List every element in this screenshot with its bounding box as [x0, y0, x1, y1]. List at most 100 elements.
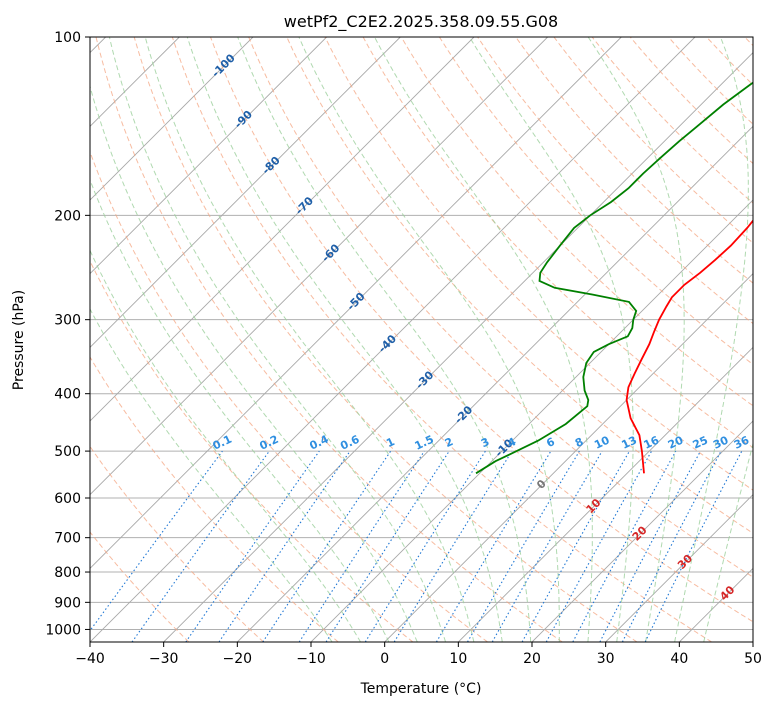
y-tick-label: 600	[54, 491, 81, 507]
mixing-ratio-label: 10	[592, 433, 612, 451]
moist-adiabat	[90, 84, 418, 642]
moist-adiabat	[587, 37, 685, 642]
mixing-ratio-line	[185, 450, 320, 642]
moist-adiabat	[90, 178, 390, 642]
mixing-ratio-label: 2	[443, 435, 455, 450]
moist-adiabat	[144, 37, 475, 642]
warm-isotherm-label: 20	[630, 523, 650, 543]
x-tick-label: 30	[597, 651, 615, 667]
mixing-ratio-line	[599, 450, 701, 642]
x-tick-label: 20	[523, 651, 541, 667]
isotherm-line	[90, 37, 622, 569]
y-tick-label: 900	[54, 595, 81, 611]
mixing-ratio-label: 0.6	[338, 432, 361, 452]
isotherm-label: -60	[319, 241, 342, 264]
moist-adiabat	[374, 37, 593, 642]
dry-adiabat	[171, 37, 712, 642]
dry-adiabat	[90, 150, 488, 642]
dry-adiabat	[553, 37, 753, 244]
isotherm-line	[752, 641, 753, 642]
line-label-layer: -100-90-80-70-60-50-40-30-20-10010203040…	[209, 51, 751, 603]
isotherm-line	[605, 494, 753, 642]
isotherm-label: -30	[413, 368, 436, 391]
y-tick-label: 300	[54, 313, 81, 329]
dry-adiabat	[210, 37, 753, 623]
mixing-ratio-label: 1.5	[413, 433, 436, 453]
dry-adiabat	[400, 37, 753, 407]
dewpoint-profile	[475, 81, 753, 475]
y-tick-label: 200	[54, 208, 81, 224]
mixing-ratio-label: 0.4	[307, 432, 330, 452]
mixing-ratio-line	[644, 450, 743, 642]
moist-adiabat	[298, 37, 560, 642]
isotherm-line	[90, 37, 548, 496]
temperature-profile	[625, 219, 753, 474]
mixing-ratio-label: 36	[732, 433, 752, 451]
y-tick-label: 1000	[45, 622, 81, 638]
isotherm-label: -40	[376, 332, 399, 355]
mixing-ratio-line	[218, 450, 351, 642]
mixing-ratio-label: 1	[384, 435, 396, 450]
mixing-ratio-line	[467, 450, 580, 642]
x-tick-label: −20	[223, 651, 253, 667]
y-tick-label: 100	[54, 30, 81, 46]
dry-adiabat	[95, 37, 563, 642]
isotherm-line	[90, 37, 254, 201]
isotherm-line	[90, 37, 475, 422]
isotherm-line	[90, 37, 401, 348]
mixing-ratio-label: 16	[642, 433, 662, 451]
isotherm-line	[163, 52, 753, 642]
y-tick-label: 400	[54, 387, 81, 403]
plot-frame	[89, 36, 754, 643]
x-tick-label: 0	[380, 651, 389, 667]
chart-title: wetPf2_C2E2.2025.358.09.55.G08	[284, 12, 558, 32]
isotherm-line	[90, 37, 327, 275]
warm-isotherm-label: 10	[584, 496, 604, 516]
grid-layer	[90, 37, 753, 642]
x-tick-label: −30	[149, 651, 179, 667]
isotherm-label: -90	[232, 108, 255, 131]
mixing-ratio-label: 13	[620, 434, 639, 452]
moist-adiabat	[108, 37, 446, 642]
dry-adiabat	[133, 37, 638, 642]
mixing-ratio-label: 6	[544, 435, 557, 450]
isotherm-line	[384, 273, 753, 642]
x-tick-label: 40	[670, 651, 688, 667]
y-tick-label: 500	[54, 444, 81, 460]
isotherm-label: -70	[293, 194, 316, 217]
y-tick-label: 800	[54, 565, 81, 581]
dry-adiabat	[744, 37, 753, 47]
isotherm-label: -50	[344, 290, 367, 313]
x-tick-label: 10	[449, 651, 467, 667]
dry-adiabat	[438, 37, 753, 366]
dry-adiabat	[515, 37, 753, 284]
mixing-ratio-line	[131, 450, 270, 642]
x-tick-label: −10	[296, 651, 326, 667]
mixing-ratio-line	[545, 450, 653, 642]
mixing-ratio-line	[262, 450, 392, 642]
moist-adiabat	[237, 37, 532, 642]
data-layer	[475, 81, 753, 475]
moist-adiabat	[674, 37, 749, 642]
isotherm-line	[90, 37, 696, 642]
mixing-ratio-line	[393, 450, 513, 642]
isotherm-label: -80	[260, 154, 283, 177]
mixing-ratio-label: 20	[666, 433, 686, 451]
isotherm-line	[458, 346, 753, 642]
moist-adiabat	[469, 37, 634, 642]
mixing-ratio-label: 3	[479, 435, 491, 450]
x-tick-label: 50	[744, 651, 762, 667]
dry-adiabat	[362, 37, 753, 449]
mixing-ratio-line	[572, 450, 677, 642]
mixing-ratio-line	[298, 450, 425, 642]
x-axis-label: Temperature (°C)	[360, 681, 482, 697]
dry-adiabat	[477, 37, 753, 325]
isotherm-label: -100	[209, 51, 238, 80]
isotherm-line	[531, 420, 753, 642]
mixing-ratio-line	[325, 450, 450, 642]
mixing-ratio-label: 0.1	[211, 433, 234, 453]
mixing-ratio-line	[90, 450, 223, 632]
x-tick-label: −40	[75, 651, 105, 667]
dry-adiabat	[90, 531, 190, 642]
mixing-ratio-label: 30	[711, 433, 731, 451]
